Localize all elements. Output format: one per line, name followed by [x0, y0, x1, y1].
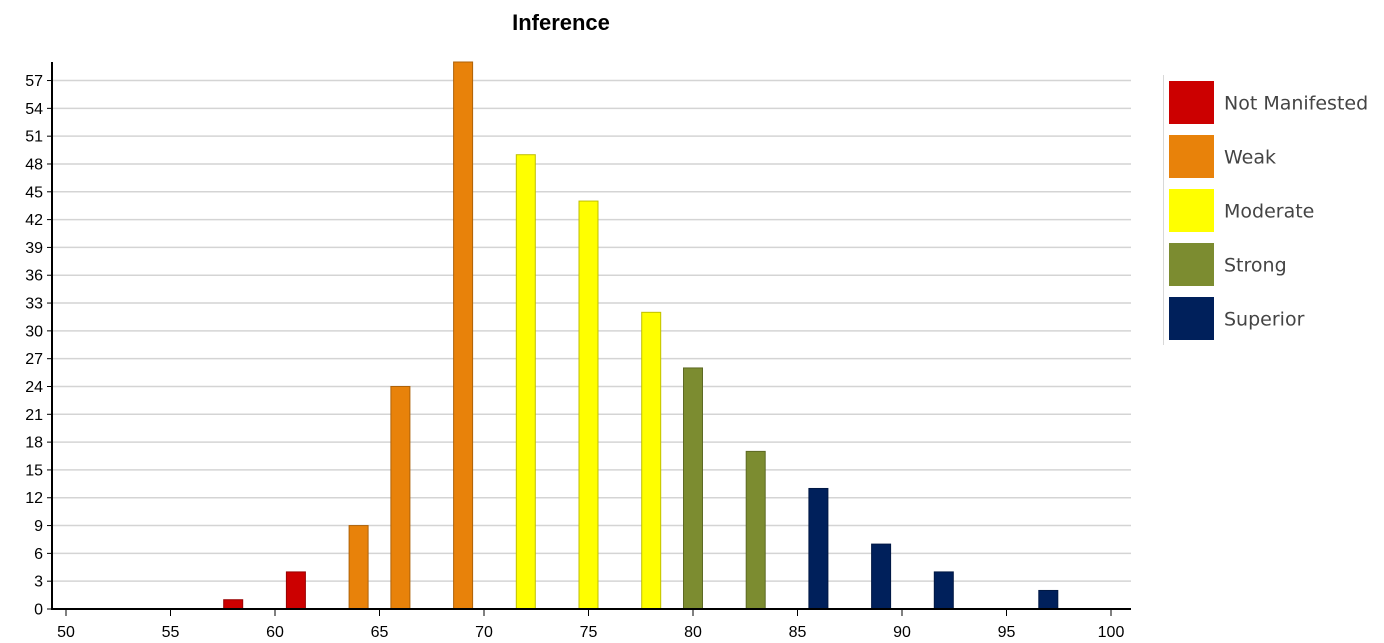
- bar: [453, 61, 474, 610]
- y-tick-label: 30: [25, 323, 43, 340]
- y-tick-label: 39: [25, 240, 43, 257]
- x-tick-label: 75: [580, 624, 598, 641]
- y-tick-label: 21: [25, 407, 43, 424]
- x-tick-label: 80: [684, 624, 702, 641]
- axes: [51, 62, 1131, 610]
- x-tick-label: 95: [998, 624, 1016, 641]
- y-tick-label: 48: [25, 156, 43, 173]
- x-tick-label: 65: [371, 624, 389, 641]
- x-tick-label: 85: [789, 624, 807, 641]
- bar: [745, 450, 766, 610]
- x-tick-label: 60: [266, 624, 284, 641]
- bar: [683, 367, 703, 610]
- y-tick-label: 3: [34, 574, 43, 591]
- y-tick-label: 51: [25, 129, 43, 146]
- legend-swatch: [1169, 135, 1214, 178]
- bar: [1038, 589, 1059, 610]
- y-tick-label: 33: [25, 296, 43, 313]
- legend-swatch: [1169, 81, 1214, 124]
- legend-label: Moderate: [1224, 201, 1314, 223]
- y-tick-label: 6: [34, 546, 43, 563]
- legend-label: Strong: [1224, 255, 1287, 277]
- bar: [390, 385, 411, 610]
- legend: Not Manifested Weak Moderate Strong Superior: [1163, 75, 1368, 345]
- bar: [348, 525, 369, 610]
- legend-swatch: [1169, 297, 1214, 340]
- bar: [515, 154, 536, 610]
- legend-swatch: [1169, 243, 1214, 286]
- y-tick-label: 57: [25, 73, 43, 90]
- legend-label: Weak: [1224, 147, 1276, 169]
- bar: [578, 200, 599, 610]
- bar: [223, 599, 244, 610]
- bar: [285, 571, 306, 610]
- x-tick-label: 90: [893, 624, 911, 641]
- legend-label: Superior: [1224, 309, 1305, 331]
- legend-swatch: [1169, 189, 1214, 232]
- y-tick-label: 36: [25, 268, 43, 285]
- bars: [223, 61, 1059, 610]
- bar: [808, 487, 829, 610]
- y-tick-label: 9: [34, 518, 43, 535]
- bar: [871, 543, 892, 610]
- x-tick-label: 100: [1098, 624, 1125, 641]
- y-tick-label: 24: [25, 379, 43, 396]
- y-tick-label: 15: [25, 462, 43, 479]
- x-tick-label: 55: [162, 624, 180, 641]
- y-tick-label: 42: [25, 212, 43, 229]
- y-tick-label: 12: [25, 490, 43, 507]
- y-tick-label: 18: [25, 435, 43, 452]
- legend-label: Not Manifested: [1224, 93, 1368, 115]
- y-tick-label: 54: [25, 101, 43, 118]
- chart-title: Inference: [512, 10, 610, 35]
- x-tick-labels: 50 55 60 65 70 75 80 85 90 95 100: [57, 609, 1124, 641]
- bar: [933, 571, 954, 610]
- x-tick-label: 50: [57, 624, 75, 641]
- y-tick-label: 27: [25, 351, 43, 368]
- y-tick-label: 0: [34, 602, 43, 619]
- bar: [641, 311, 662, 610]
- x-tick-label: 70: [475, 624, 493, 641]
- y-tick-label: 45: [25, 184, 43, 201]
